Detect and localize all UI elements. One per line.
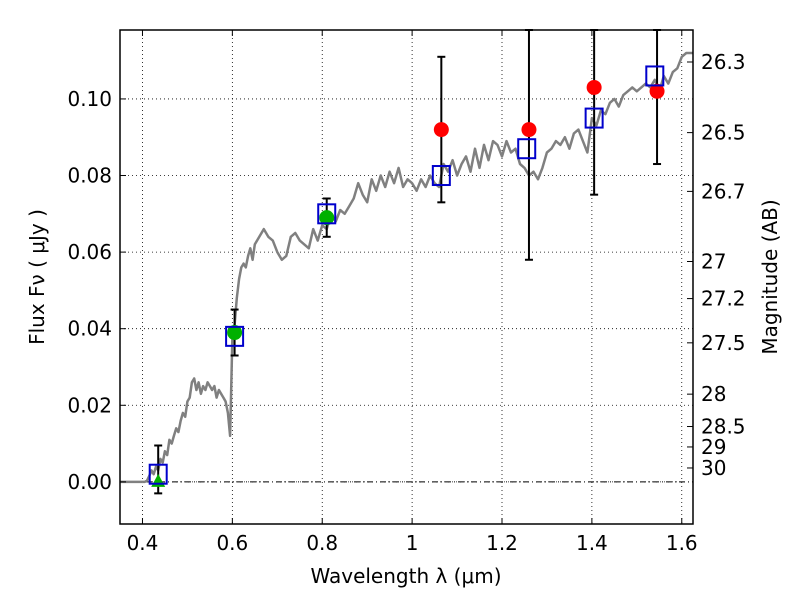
- magnitude-axis-label: Magnitude (AB): [758, 199, 782, 354]
- y-tick-label: 0.02: [67, 393, 112, 417]
- model-point: [584, 107, 604, 129]
- x-tick-label: 0.4: [127, 531, 159, 555]
- x-tick-label: 1.6: [666, 531, 698, 555]
- model-point: [517, 138, 537, 160]
- magnitude-tick-label: 26.7: [701, 179, 746, 203]
- x-tick-label: 0.6: [216, 531, 248, 555]
- x-axis-label: Wavelength λ (μm): [310, 564, 501, 588]
- model-point: [148, 463, 168, 485]
- magnitude-tick-label: 29: [701, 435, 726, 459]
- magnitude-tick-label: 30: [701, 456, 726, 480]
- y-tick-label: 0.04: [67, 317, 112, 341]
- magnitude-tick-label: 27.5: [701, 331, 746, 355]
- plot-frame: [119, 29, 694, 525]
- magnitude-tick-label: 27.2: [701, 287, 746, 311]
- data-point: [319, 210, 335, 226]
- data-point: [227, 325, 243, 341]
- x-tick-label: 0.8: [306, 531, 338, 555]
- magnitude-tick-label: 26.3: [701, 50, 746, 74]
- data-point: [433, 122, 449, 138]
- data-point: [649, 83, 665, 99]
- y-tick-label: 0.08: [67, 164, 112, 188]
- plot-background: [120, 30, 693, 524]
- model-point: [645, 65, 665, 87]
- magnitude-tick-label: 28: [701, 382, 726, 406]
- y-ticks: 0.00 0.02 0.04 0.06 0.08 0.10: [67, 87, 126, 494]
- x-ticks: 0.4 0.6 0.8 1 1.2 1.4 1.6: [127, 30, 698, 555]
- model-point: [431, 165, 451, 187]
- y-tick-label: 0.06: [67, 240, 112, 264]
- magnitude-tick-label: 27: [701, 250, 726, 274]
- data-point: [521, 122, 537, 138]
- magnitude-tick-label: 26.5: [701, 121, 746, 145]
- x-tick-label: 1.2: [486, 531, 518, 555]
- model-point: [225, 325, 245, 347]
- data-point: [586, 79, 602, 95]
- model-point: [317, 203, 337, 225]
- magnitude-tick-label: 28.5: [701, 415, 746, 439]
- y-tick-label: 0.00: [67, 470, 112, 494]
- y-axis-label: Flux Fν ( μJy ): [25, 209, 49, 345]
- y-tick-label: 0.10: [67, 87, 112, 111]
- spectrum-line: [120, 51, 693, 484]
- x-tick-label: 1: [406, 531, 419, 555]
- x-tick-label: 1.4: [576, 531, 608, 555]
